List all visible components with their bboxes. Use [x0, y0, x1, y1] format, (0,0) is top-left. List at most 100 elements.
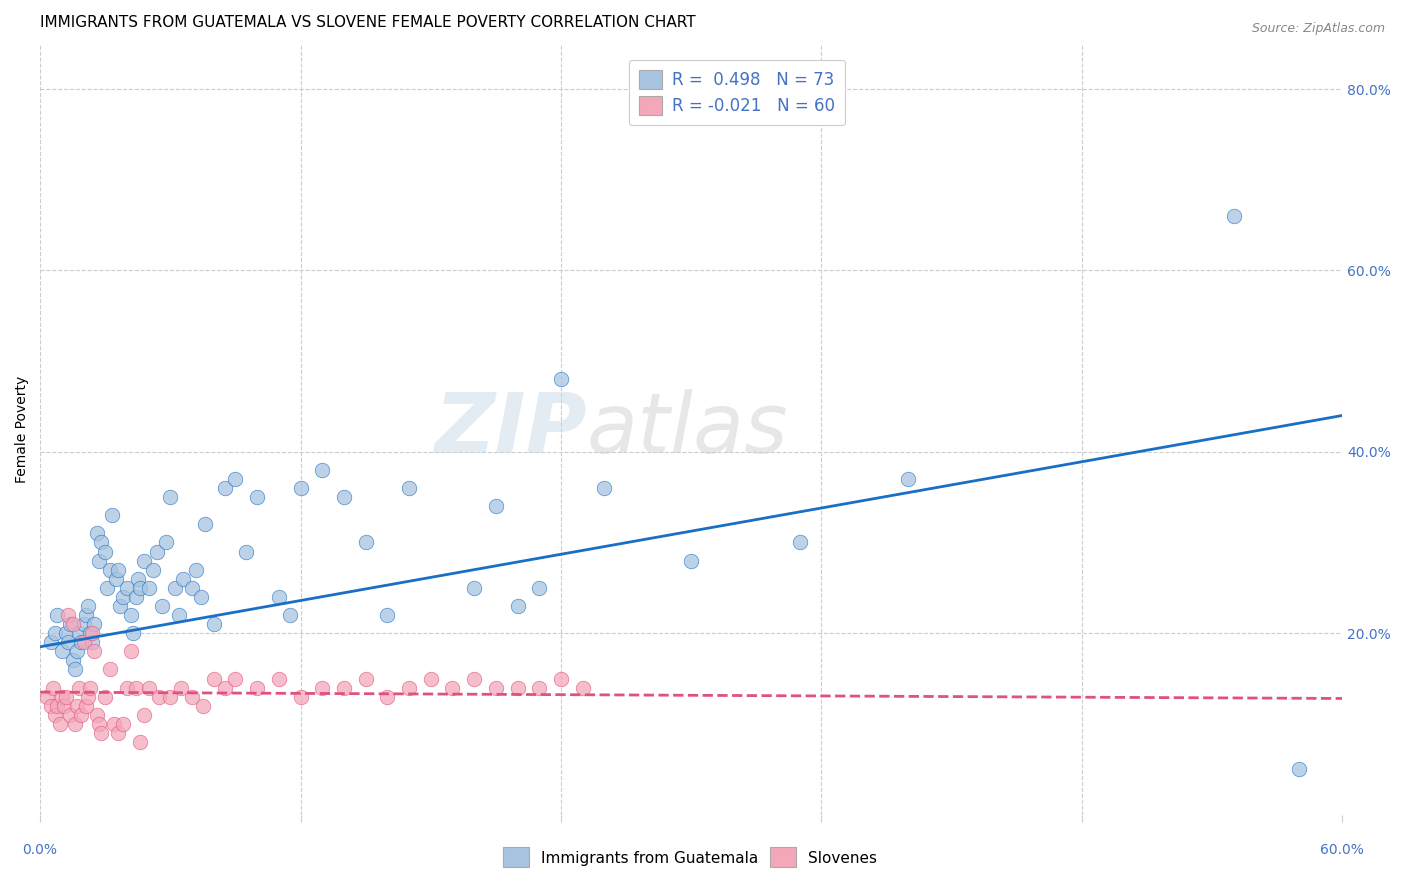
Point — [267, 672, 290, 686]
Point — [90, 726, 112, 740]
Point — [46, 698, 69, 713]
Point — [83, 617, 105, 632]
Point — [529, 581, 551, 595]
Point — [72, 617, 94, 632]
Point — [190, 590, 212, 604]
Point — [39, 635, 62, 649]
Legend: R =  0.498   N = 73, R = -0.021   N = 60: R = 0.498 N = 73, R = -0.021 N = 60 — [628, 60, 845, 125]
Point — [120, 644, 142, 658]
Point — [90, 535, 112, 549]
Point — [70, 707, 93, 722]
Text: 60.0%: 60.0% — [1320, 843, 1364, 857]
Point — [53, 698, 76, 713]
Point — [58, 635, 80, 649]
Point — [87, 717, 110, 731]
Point — [110, 599, 132, 613]
Point — [111, 717, 134, 731]
Point — [75, 698, 97, 713]
Point — [115, 581, 138, 595]
Point — [79, 626, 101, 640]
Point — [202, 617, 225, 632]
Text: IMMIGRANTS FROM GUATEMALA VS SLOVENE FEMALE POVERTY CORRELATION CHART: IMMIGRANTS FROM GUATEMALA VS SLOVENE FEM… — [41, 15, 696, 30]
Text: Source: ZipAtlas.com: Source: ZipAtlas.com — [1251, 22, 1385, 36]
Point — [354, 672, 377, 686]
Point — [138, 581, 160, 595]
Point — [59, 617, 82, 632]
Point — [354, 535, 377, 549]
Point — [129, 735, 152, 749]
Point — [290, 481, 312, 495]
Point — [202, 672, 225, 686]
Point — [224, 472, 246, 486]
Point — [191, 698, 214, 713]
Point — [94, 544, 117, 558]
Point — [79, 681, 101, 695]
Point — [138, 681, 160, 695]
Point — [235, 544, 257, 558]
Point — [167, 608, 190, 623]
Point — [181, 690, 204, 704]
Point — [72, 635, 94, 649]
Point — [897, 472, 920, 486]
Text: Immigrants from Guatemala: Immigrants from Guatemala — [541, 851, 759, 865]
Point — [124, 590, 146, 604]
Point — [86, 707, 108, 722]
Point — [146, 544, 169, 558]
Point — [66, 698, 89, 713]
Point — [63, 663, 86, 677]
Y-axis label: Female Poverty: Female Poverty — [15, 376, 30, 483]
Point — [124, 681, 146, 695]
Point — [155, 535, 177, 549]
Point — [103, 717, 125, 731]
Text: atlas: atlas — [588, 389, 789, 469]
Point — [529, 681, 551, 695]
Point — [571, 681, 593, 695]
Point — [63, 717, 86, 731]
Point — [194, 517, 217, 532]
Point — [550, 672, 572, 686]
Point — [789, 535, 811, 549]
Point — [82, 635, 104, 649]
Point — [148, 690, 170, 704]
Point — [159, 690, 181, 704]
Text: Slovenes: Slovenes — [808, 851, 877, 865]
Point — [107, 563, 129, 577]
Point — [58, 608, 80, 623]
Point — [51, 690, 73, 704]
Point — [44, 626, 66, 640]
Point — [485, 499, 508, 513]
Point — [82, 626, 104, 640]
Point — [375, 690, 398, 704]
Point — [67, 626, 90, 640]
Point — [42, 681, 65, 695]
Point — [76, 599, 98, 613]
Point — [186, 563, 208, 577]
Point — [593, 481, 616, 495]
Text: 0.0%: 0.0% — [22, 843, 58, 857]
Point — [224, 672, 246, 686]
Point — [107, 726, 129, 740]
Point — [506, 599, 529, 613]
Point — [87, 553, 110, 567]
Point — [76, 690, 98, 704]
Point — [46, 608, 69, 623]
Point — [506, 681, 529, 695]
Point — [100, 508, 122, 523]
Point — [111, 590, 134, 604]
Point — [441, 681, 464, 695]
Point — [134, 707, 156, 722]
Point — [66, 644, 89, 658]
Point — [681, 553, 703, 567]
Point — [485, 681, 508, 695]
Point — [163, 581, 186, 595]
Point — [333, 490, 356, 504]
Point — [96, 581, 118, 595]
Point — [75, 608, 97, 623]
Point — [62, 653, 84, 667]
Point — [105, 572, 128, 586]
Point — [159, 490, 181, 504]
Point — [550, 372, 572, 386]
Point — [463, 672, 485, 686]
Point — [463, 581, 485, 595]
Point — [39, 698, 62, 713]
